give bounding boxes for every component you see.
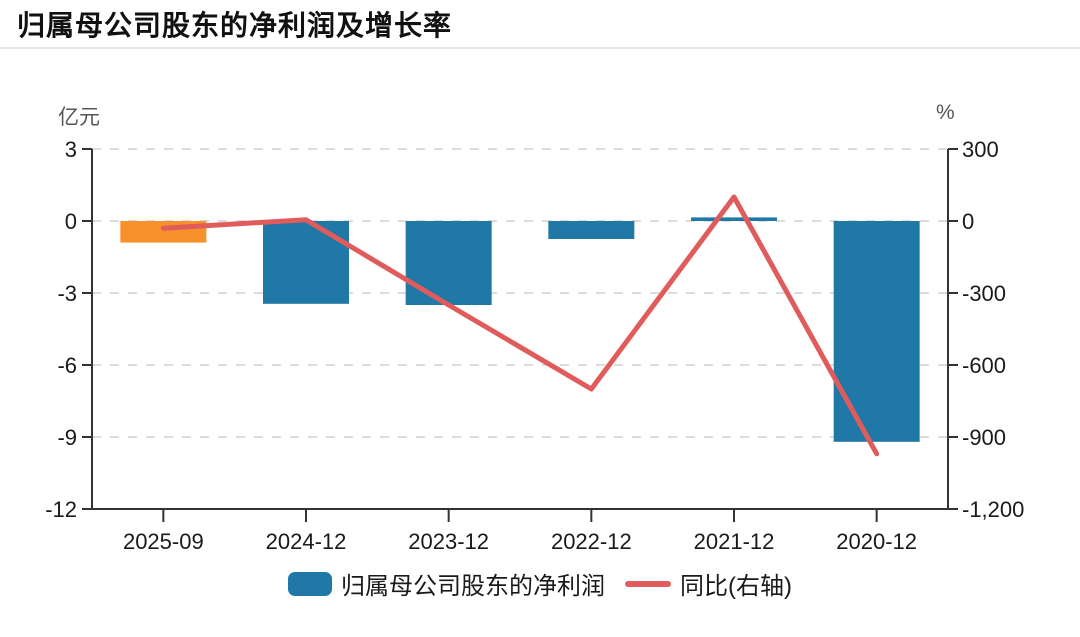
right-axis-tick-label: -600 — [962, 353, 1006, 378]
bar-2023-12[interactable] — [405, 221, 492, 305]
right-axis-unit-label: % — [936, 101, 955, 124]
x-axis-label-2022-12: 2022-12 — [551, 529, 632, 554]
x-axis-label-2024-12: 2024-12 — [266, 529, 347, 554]
line-series-swatch — [625, 580, 671, 587]
right-axis-tick-label: -1,200 — [962, 497, 1024, 522]
chart-legend: 归属母公司股东的净利润 同比(右轴) — [0, 566, 1080, 601]
legend-item-yoy[interactable]: 同比(右轴) — [625, 566, 792, 601]
right-axis-tick-label: 0 — [962, 209, 974, 234]
x-axis-label-2020-12: 2020-12 — [836, 529, 917, 554]
x-axis-label-2021-12: 2021-12 — [694, 529, 775, 554]
title-divider — [0, 47, 1080, 49]
left-axis-tick-label: -3 — [57, 281, 77, 306]
left-axis-tick-label: 0 — [65, 209, 77, 234]
left-axis-tick-label: -12 — [45, 497, 77, 522]
yoy-line[interactable] — [160, 194, 880, 457]
right-axis-tick-label: 300 — [962, 137, 999, 162]
left-axis-tick-label: -9 — [57, 425, 77, 450]
left-axis-tick-label: 3 — [65, 137, 77, 162]
bar-2021-12[interactable] — [691, 217, 777, 221]
x-axis-label-2023-12: 2023-12 — [408, 529, 489, 554]
right-axis-tick-label: -900 — [962, 425, 1006, 450]
bar-2020-12[interactable] — [833, 221, 920, 442]
right-axis-tick-label: -300 — [962, 281, 1006, 306]
left-axis-tick-label: -6 — [57, 353, 77, 378]
bar-2024-12[interactable] — [263, 221, 349, 304]
bar-2022-12[interactable] — [548, 221, 635, 239]
legend-label-net-profit: 归属母公司股东的净利润 — [341, 573, 605, 600]
bar-series-swatch — [288, 571, 332, 596]
legend-item-net-profit[interactable]: 归属母公司股东的净利润 — [288, 566, 605, 601]
chart-title: 归属母公司股东的净利润及增长率 — [17, 10, 453, 41]
legend-label-yoy: 同比(右轴) — [680, 573, 792, 600]
left-axis-unit-label: 亿元 — [58, 106, 100, 129]
x-axis-label-2025-09: 2025-09 — [123, 529, 204, 554]
